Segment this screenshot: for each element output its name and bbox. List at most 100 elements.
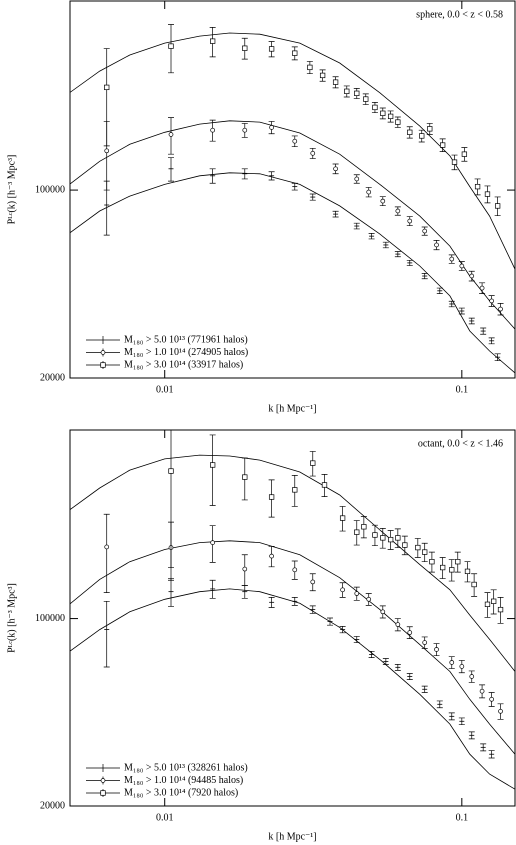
data-point <box>380 609 386 615</box>
model-curve <box>70 588 515 790</box>
data-point <box>307 64 313 71</box>
data-point <box>354 591 360 596</box>
data-point <box>168 43 174 49</box>
data-point <box>395 119 401 125</box>
data-point <box>292 487 298 493</box>
legend-marker <box>100 790 106 796</box>
legend-line <box>86 336 120 344</box>
data-point <box>422 228 428 234</box>
plot-frame <box>69 429 516 807</box>
panel-annotation: octant, 0.0 < z < 1.46 <box>418 438 503 449</box>
legend-label: M₁₈₀ > 1.0 10¹⁴ (274905 halos) <box>124 347 248 358</box>
data-point <box>471 581 477 588</box>
data-point <box>242 474 248 480</box>
data-point <box>395 622 401 627</box>
model-curve <box>70 32 515 270</box>
data-point <box>491 598 497 604</box>
error-bar <box>103 600 110 668</box>
data-point <box>449 256 455 262</box>
y-axis-label: Pᴸᶜ(k) [h⁻³ Mpc³] <box>6 155 17 225</box>
data-point <box>415 544 421 551</box>
data-point <box>449 567 455 573</box>
x-axis-label: k [h Mpc⁻¹] <box>268 831 316 842</box>
y-tick-label: 20000 <box>40 372 65 383</box>
plot-area <box>70 24 515 374</box>
data-point <box>340 587 345 593</box>
data-point <box>459 263 465 269</box>
data-point <box>497 606 504 613</box>
plot-frame <box>69 0 516 379</box>
data-point <box>451 159 458 165</box>
data-point <box>310 460 316 466</box>
legend-label: M₁₈₀ > 5.0 10¹³ (328261 halos) <box>124 762 248 773</box>
data-point <box>168 132 174 137</box>
data-point <box>380 198 386 204</box>
data-point <box>210 127 216 133</box>
data-point <box>292 138 298 144</box>
data-point <box>489 298 494 304</box>
data-point <box>469 674 475 679</box>
data-point <box>429 559 435 565</box>
data-point <box>339 515 346 521</box>
legend-label: M₁₈₀ > 3.0 10¹⁴ (33917 halos) <box>124 359 243 370</box>
data-point <box>168 468 174 474</box>
data-point <box>366 189 372 195</box>
data-point <box>455 559 461 565</box>
data-point <box>321 482 328 488</box>
data-point <box>372 104 378 111</box>
x-tick-label: 0.1 <box>456 812 469 823</box>
model-curve <box>70 120 515 330</box>
legend-marker <box>100 362 106 368</box>
data-point <box>333 166 338 172</box>
data-point <box>310 579 316 585</box>
y-tick-label: 100000 <box>35 613 65 624</box>
data-point <box>242 566 248 572</box>
data-point <box>310 150 316 156</box>
legend-label: M₁₈₀ > 3.0 10¹⁴ (7920 halos) <box>124 787 238 798</box>
data-point <box>440 142 446 148</box>
data-point <box>419 133 425 139</box>
x-tick-label: 0.1 <box>456 384 469 395</box>
panel-annotation: sphere, 0.0 < z < 0.58 <box>416 9 503 20</box>
data-point <box>422 549 428 555</box>
data-point <box>361 524 367 530</box>
y-tick-label: 20000 <box>40 800 65 811</box>
data-point <box>461 151 468 157</box>
data-point <box>387 113 394 120</box>
legend-label: M₁₈₀ > 1.0 10¹⁴ (94485 halos) <box>124 775 243 786</box>
legend-marker <box>100 778 106 783</box>
data-point <box>268 46 275 52</box>
data-point <box>268 494 275 500</box>
error-bar <box>103 513 110 593</box>
data-point <box>332 79 339 85</box>
data-point <box>494 203 501 209</box>
data-point <box>354 529 360 535</box>
error-bar <box>168 157 175 182</box>
data-point <box>489 696 494 702</box>
data-point <box>292 50 298 56</box>
data-point <box>363 96 369 102</box>
model-curve <box>70 540 515 755</box>
data-point <box>464 568 471 575</box>
data-point <box>380 110 386 116</box>
data-point <box>484 191 491 197</box>
data-point <box>387 536 394 543</box>
data-point <box>479 285 485 291</box>
data-point <box>344 88 350 94</box>
legend-line <box>86 764 120 772</box>
error-bar <box>168 430 175 568</box>
data-point <box>407 218 413 224</box>
data-point <box>402 542 408 548</box>
legend-marker <box>100 350 106 355</box>
data-point <box>242 127 248 133</box>
data-point <box>395 535 401 541</box>
data-point <box>210 540 216 545</box>
legend-label: M₁₈₀ > 5.0 10¹³ (771961 halos) <box>124 334 248 345</box>
data-point <box>407 129 413 135</box>
data-point <box>395 208 401 214</box>
error-bar <box>103 48 110 147</box>
error-bar <box>168 578 175 607</box>
data-point <box>380 535 386 541</box>
model-curve <box>70 172 515 374</box>
x-tick-label: 0.01 <box>156 812 174 823</box>
